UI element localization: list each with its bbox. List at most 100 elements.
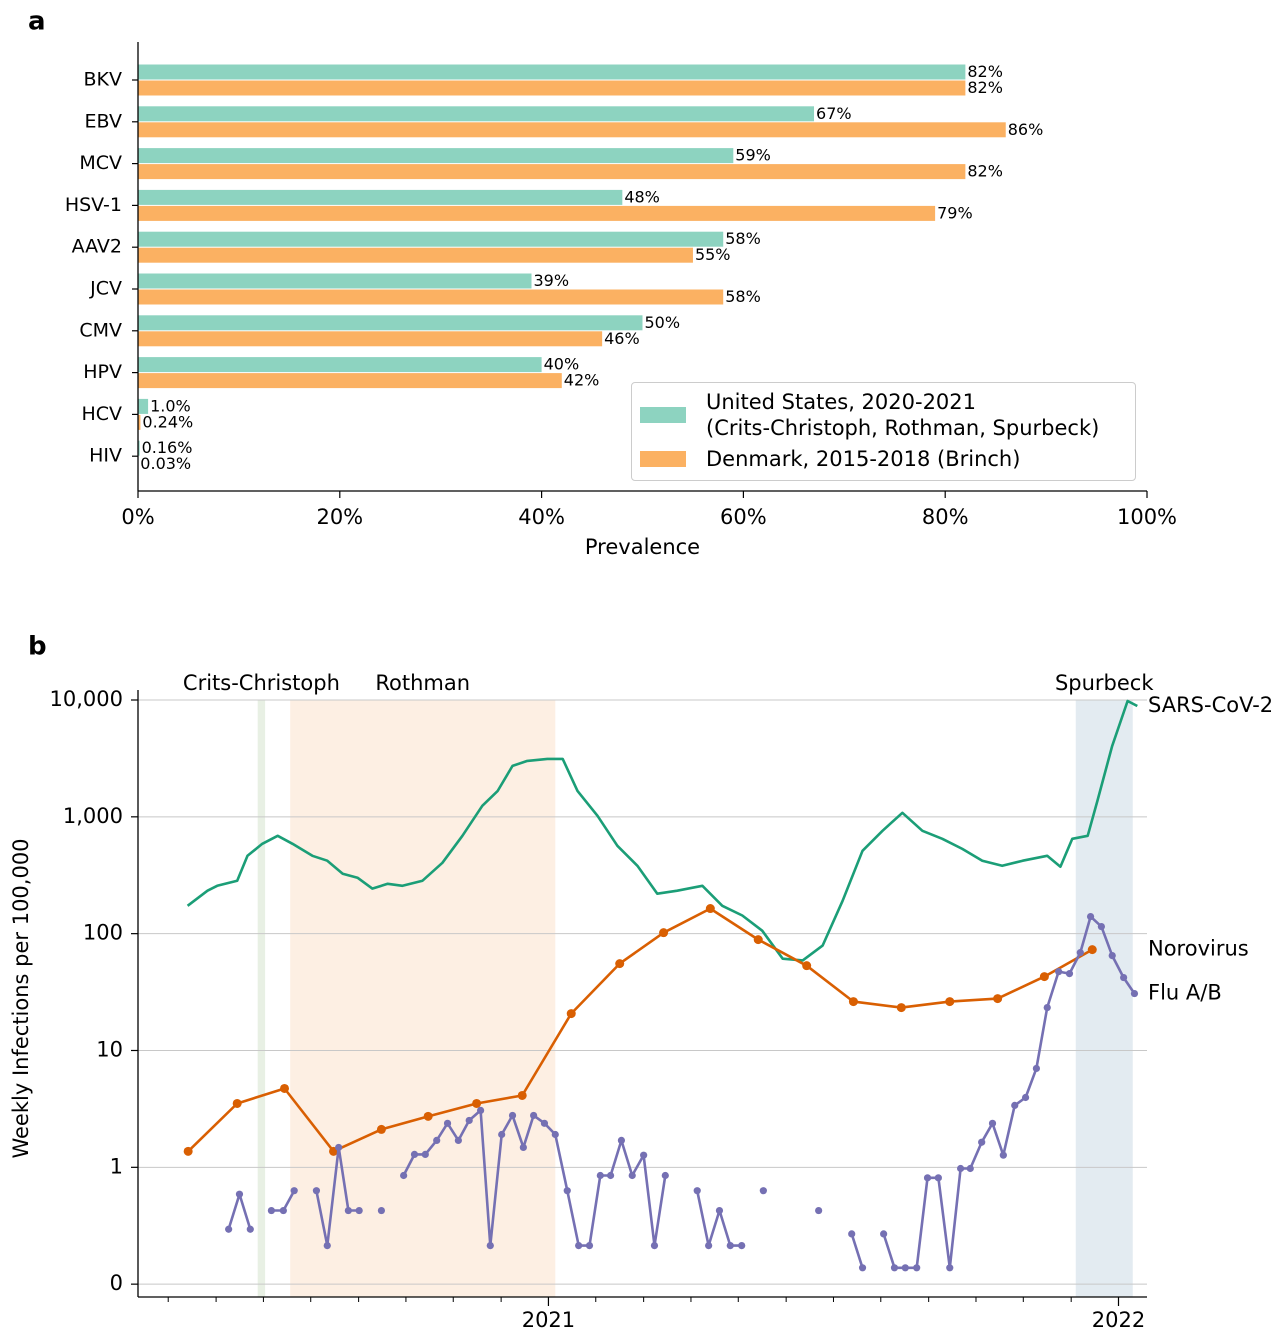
value-label: 86% [1008,120,1044,139]
value-label: 82% [967,78,1003,97]
point [934,1174,942,1182]
value-label: 82% [967,62,1003,81]
point [335,1143,343,1152]
value-label: 1.0% [150,396,191,415]
point [225,1225,233,1233]
x-tick-label: 2021 [522,1308,575,1332]
point [1032,1064,1041,1073]
value-label: 0.16% [142,438,193,457]
point [890,1264,899,1272]
point [693,1187,701,1195]
study-region [257,700,266,1297]
point [235,1190,244,1198]
point [421,1150,429,1158]
bar [138,247,693,263]
y-tick-label: JCV [89,278,122,300]
series-label: Norovirus [1148,937,1249,961]
legend: United States, 2020-2021 (Crits-Christop… [631,382,1136,481]
point [400,1171,408,1180]
point [1055,968,1063,976]
point [563,1187,571,1195]
point [323,1241,331,1250]
value-label: 42% [564,371,600,390]
point [477,1106,485,1115]
region-label: Spurbeck [1055,671,1154,695]
y-tick-label: HSV-1 [65,194,122,216]
point [848,1230,856,1238]
bar [138,315,643,331]
point [530,1111,538,1120]
point [880,1230,888,1238]
point [858,1264,867,1272]
point [280,1083,290,1093]
y-axis-label: Weekly Infections per 100,000 [9,838,33,1158]
point [1021,1093,1030,1102]
bar [138,373,562,389]
point [999,1151,1007,1159]
region-label: Crits-Christoph [183,671,340,695]
point [661,1171,669,1180]
y-tick-label: 10,000 [50,687,123,711]
point [993,994,1003,1004]
value-label: 58% [725,229,761,248]
value-label: 82% [967,162,1003,181]
point [410,1150,419,1158]
x-tick-label: 40% [518,505,565,529]
bar [138,64,966,80]
legend-label: Denmark, 2015-2018 (Brinch) [706,447,1021,471]
point [705,1241,713,1250]
study-region [1075,700,1133,1297]
point [615,959,625,969]
point [377,1206,386,1215]
study-region [290,700,556,1297]
point [1011,1101,1019,1109]
y-tick-label: AAV2 [72,236,122,258]
point [290,1187,298,1195]
series-label: SARS-CoV-2 [1148,693,1273,717]
region-label: Rothman [375,671,470,695]
point [267,1206,275,1215]
value-label: 0.24% [142,412,193,431]
point [1043,1003,1051,1012]
y-tick-label: HPV [83,361,122,383]
panel-label: b [28,632,47,662]
bar [138,122,1006,138]
point [650,1241,659,1250]
legend-item: United States, 2020-2021 (Crits-Christop… [640,389,1099,441]
point [465,1116,473,1125]
bar [138,273,532,289]
bar [138,148,734,164]
point [566,1009,576,1019]
point [848,997,858,1007]
point [498,1130,506,1139]
x-tick-label: 2022 [1092,1308,1145,1332]
y-tick-label: HCV [81,403,122,425]
y-tick-label: 1,000 [63,804,123,828]
value-label: 55% [695,245,731,264]
point [1039,972,1049,982]
legend-label: United States, 2020-2021 (Crits-Christop… [706,390,1100,440]
point [738,1241,746,1250]
x-tick-label: 20% [316,505,363,529]
bar [138,414,141,430]
point [715,1206,724,1215]
point [1130,989,1139,998]
point [232,1098,242,1108]
bar [138,398,149,414]
bar [138,357,542,373]
point [628,1171,636,1180]
point [575,1241,583,1250]
y-tick-label: HIV [89,445,122,467]
value-label: 0.03% [140,454,191,473]
y-tick-label: 10 [96,1037,123,1061]
bar [138,331,603,347]
point [956,1164,965,1173]
bar [138,80,966,96]
point [606,1171,615,1180]
point [802,961,812,971]
value-label: 79% [937,203,973,222]
point [1076,949,1084,957]
point [472,1098,482,1108]
y-tick-label: MCV [79,152,122,174]
